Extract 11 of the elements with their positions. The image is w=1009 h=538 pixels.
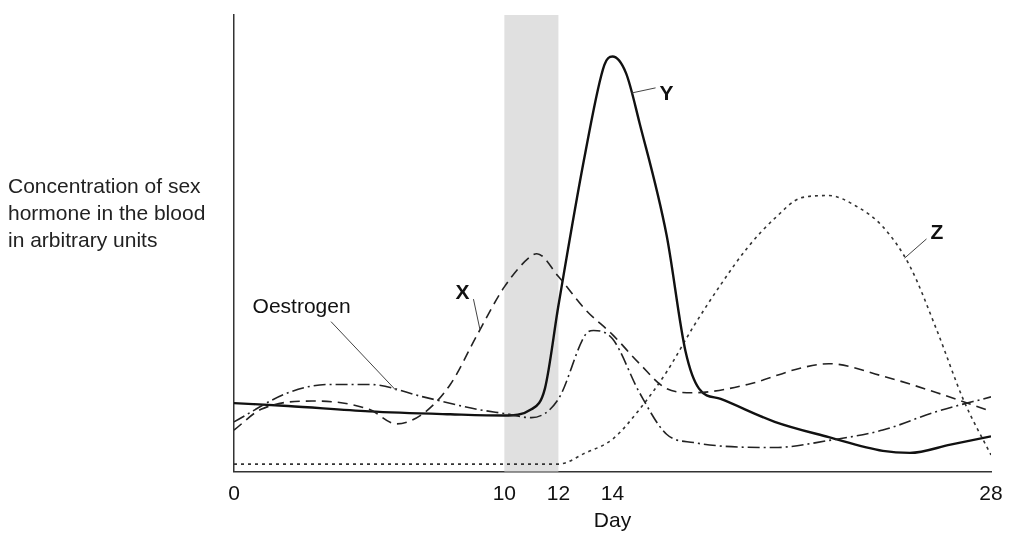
x-tick-label: 28	[979, 481, 1003, 504]
x-axis-title: Day	[593, 508, 632, 532]
x-tick-label: 0	[228, 481, 240, 504]
x-tick-label: 10	[492, 481, 517, 504]
x-tick-label: 14	[600, 481, 625, 504]
series-label: X	[455, 279, 470, 303]
text: Oestrogen	[252, 294, 351, 318]
y-axis-title: Concentration of sex hormone in the blood in arbitrary units	[8, 173, 207, 253]
series-label: Y	[659, 80, 674, 104]
series-label: Z	[930, 219, 944, 243]
x-tick-label: 12	[546, 481, 571, 504]
